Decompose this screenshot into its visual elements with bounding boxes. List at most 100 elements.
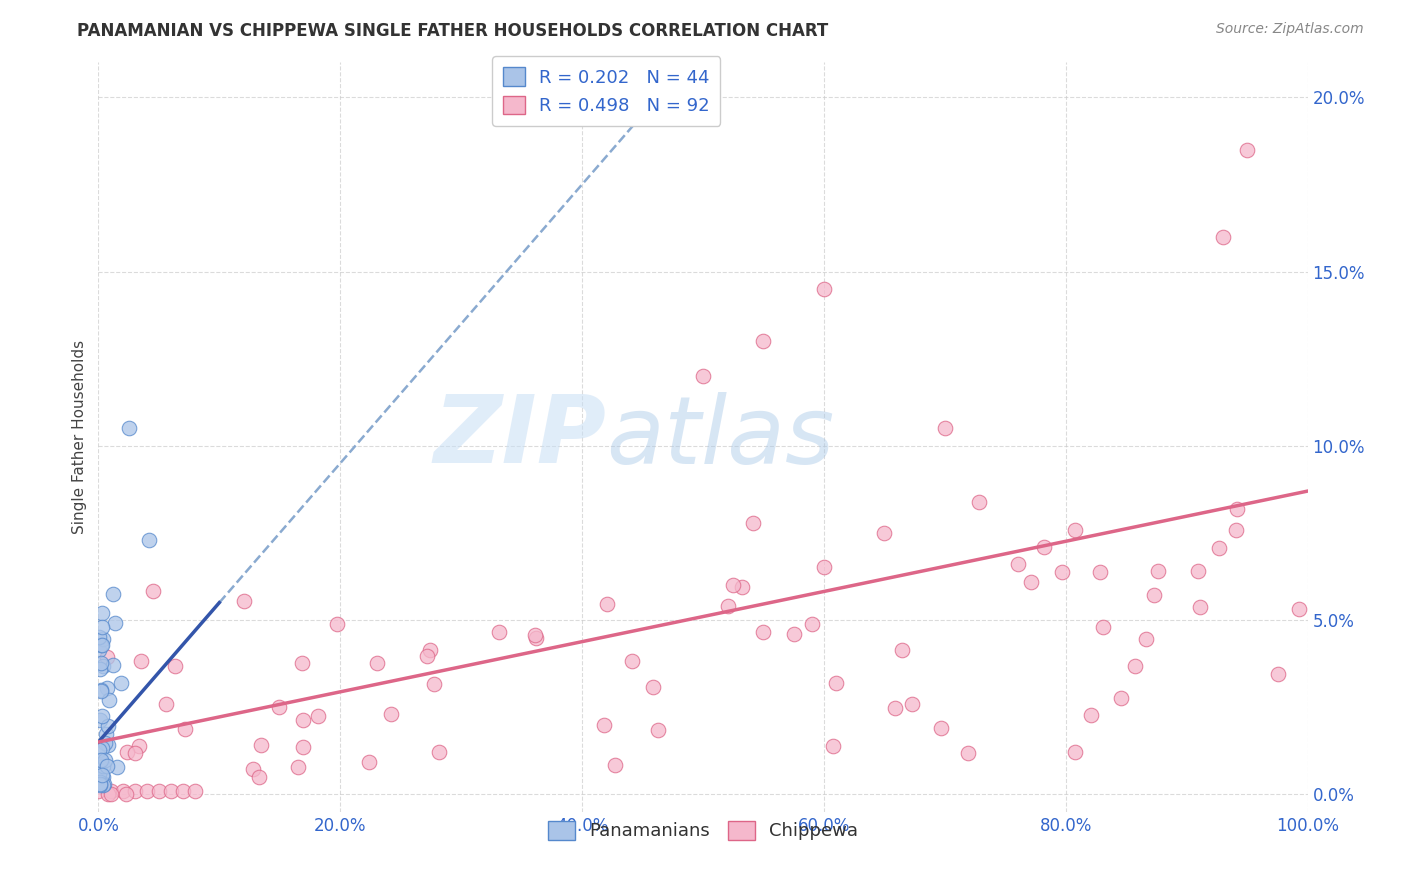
- Point: [1225, 524, 1247, 538]
- Point: [641, 681, 664, 695]
- Point: [91, 740, 114, 755]
- Point: [94, 736, 117, 750]
- Point: [91, 778, 114, 792]
- Point: [91, 638, 114, 652]
- Point: [101, 658, 124, 673]
- Point: [97, 787, 120, 801]
- Point: [1050, 565, 1073, 579]
- Point: [1135, 632, 1157, 647]
- Point: [94, 753, 117, 767]
- Point: [90, 607, 112, 621]
- Point: [813, 282, 835, 296]
- Point: [148, 784, 170, 798]
- Point: [934, 421, 956, 435]
- Point: [105, 760, 128, 774]
- Point: [873, 525, 896, 540]
- Point: [326, 617, 349, 632]
- Point: [135, 784, 157, 798]
- Point: [89, 714, 111, 728]
- Point: [717, 599, 740, 613]
- Point: [1033, 540, 1056, 554]
- Point: [1188, 600, 1211, 615]
- Point: [97, 738, 120, 752]
- Point: [91, 620, 114, 634]
- Point: [87, 758, 110, 772]
- Point: [523, 628, 546, 642]
- Point: [1123, 659, 1146, 673]
- Point: [124, 746, 146, 760]
- Point: [1109, 691, 1132, 706]
- Point: [247, 770, 270, 784]
- Point: [813, 560, 835, 574]
- Point: [250, 738, 273, 752]
- Point: [90, 753, 112, 767]
- Point: [89, 775, 111, 789]
- Point: [91, 759, 114, 773]
- Point: [91, 658, 114, 673]
- Point: [1091, 620, 1114, 634]
- Point: [160, 784, 183, 798]
- Point: [291, 740, 314, 755]
- Point: [89, 764, 111, 778]
- Point: [89, 743, 111, 757]
- Y-axis label: Single Father Households: Single Father Households: [72, 340, 87, 534]
- Point: [96, 649, 118, 664]
- Point: [752, 334, 775, 349]
- Point: [165, 659, 187, 673]
- Point: [184, 784, 207, 798]
- Point: [900, 697, 922, 711]
- Point: [1064, 745, 1087, 759]
- Point: [891, 643, 914, 657]
- Point: [1267, 666, 1289, 681]
- Point: [929, 721, 952, 735]
- Point: [287, 760, 309, 774]
- Point: [104, 615, 127, 630]
- Point: [90, 638, 112, 652]
- Point: [110, 675, 132, 690]
- Point: [89, 662, 111, 676]
- Point: [595, 598, 617, 612]
- Point: [823, 739, 845, 754]
- Point: [416, 648, 439, 663]
- Text: Source: ZipAtlas.com: Source: ZipAtlas.com: [1216, 22, 1364, 37]
- Point: [307, 708, 329, 723]
- Point: [115, 787, 138, 801]
- Point: [1187, 564, 1209, 578]
- Point: [967, 495, 990, 509]
- Point: [1019, 574, 1042, 589]
- Point: [91, 632, 114, 647]
- Point: [488, 625, 510, 640]
- Point: [419, 643, 441, 657]
- Point: [292, 714, 315, 728]
- Point: [87, 784, 110, 798]
- Point: [1147, 564, 1170, 578]
- Point: [801, 616, 824, 631]
- Point: [603, 758, 626, 772]
- Point: [524, 631, 547, 645]
- Point: [93, 777, 115, 791]
- Point: [1226, 502, 1249, 516]
- Text: atlas: atlas: [606, 392, 835, 483]
- Point: [96, 758, 118, 772]
- Point: [1080, 708, 1102, 723]
- Point: [242, 763, 264, 777]
- Point: [380, 707, 402, 722]
- Point: [752, 625, 775, 640]
- Point: [90, 656, 112, 670]
- Point: [1208, 541, 1230, 555]
- Point: [1288, 602, 1310, 616]
- Point: [692, 369, 714, 384]
- Point: [427, 745, 450, 759]
- Point: [91, 768, 114, 782]
- Point: [96, 681, 118, 695]
- Point: [118, 421, 141, 435]
- Point: [91, 771, 114, 785]
- Point: [269, 700, 291, 714]
- Point: [89, 777, 111, 791]
- Point: [131, 654, 153, 668]
- Point: [128, 739, 150, 753]
- Point: [89, 778, 111, 792]
- Point: [1236, 143, 1258, 157]
- Point: [366, 657, 388, 671]
- Point: [101, 587, 124, 601]
